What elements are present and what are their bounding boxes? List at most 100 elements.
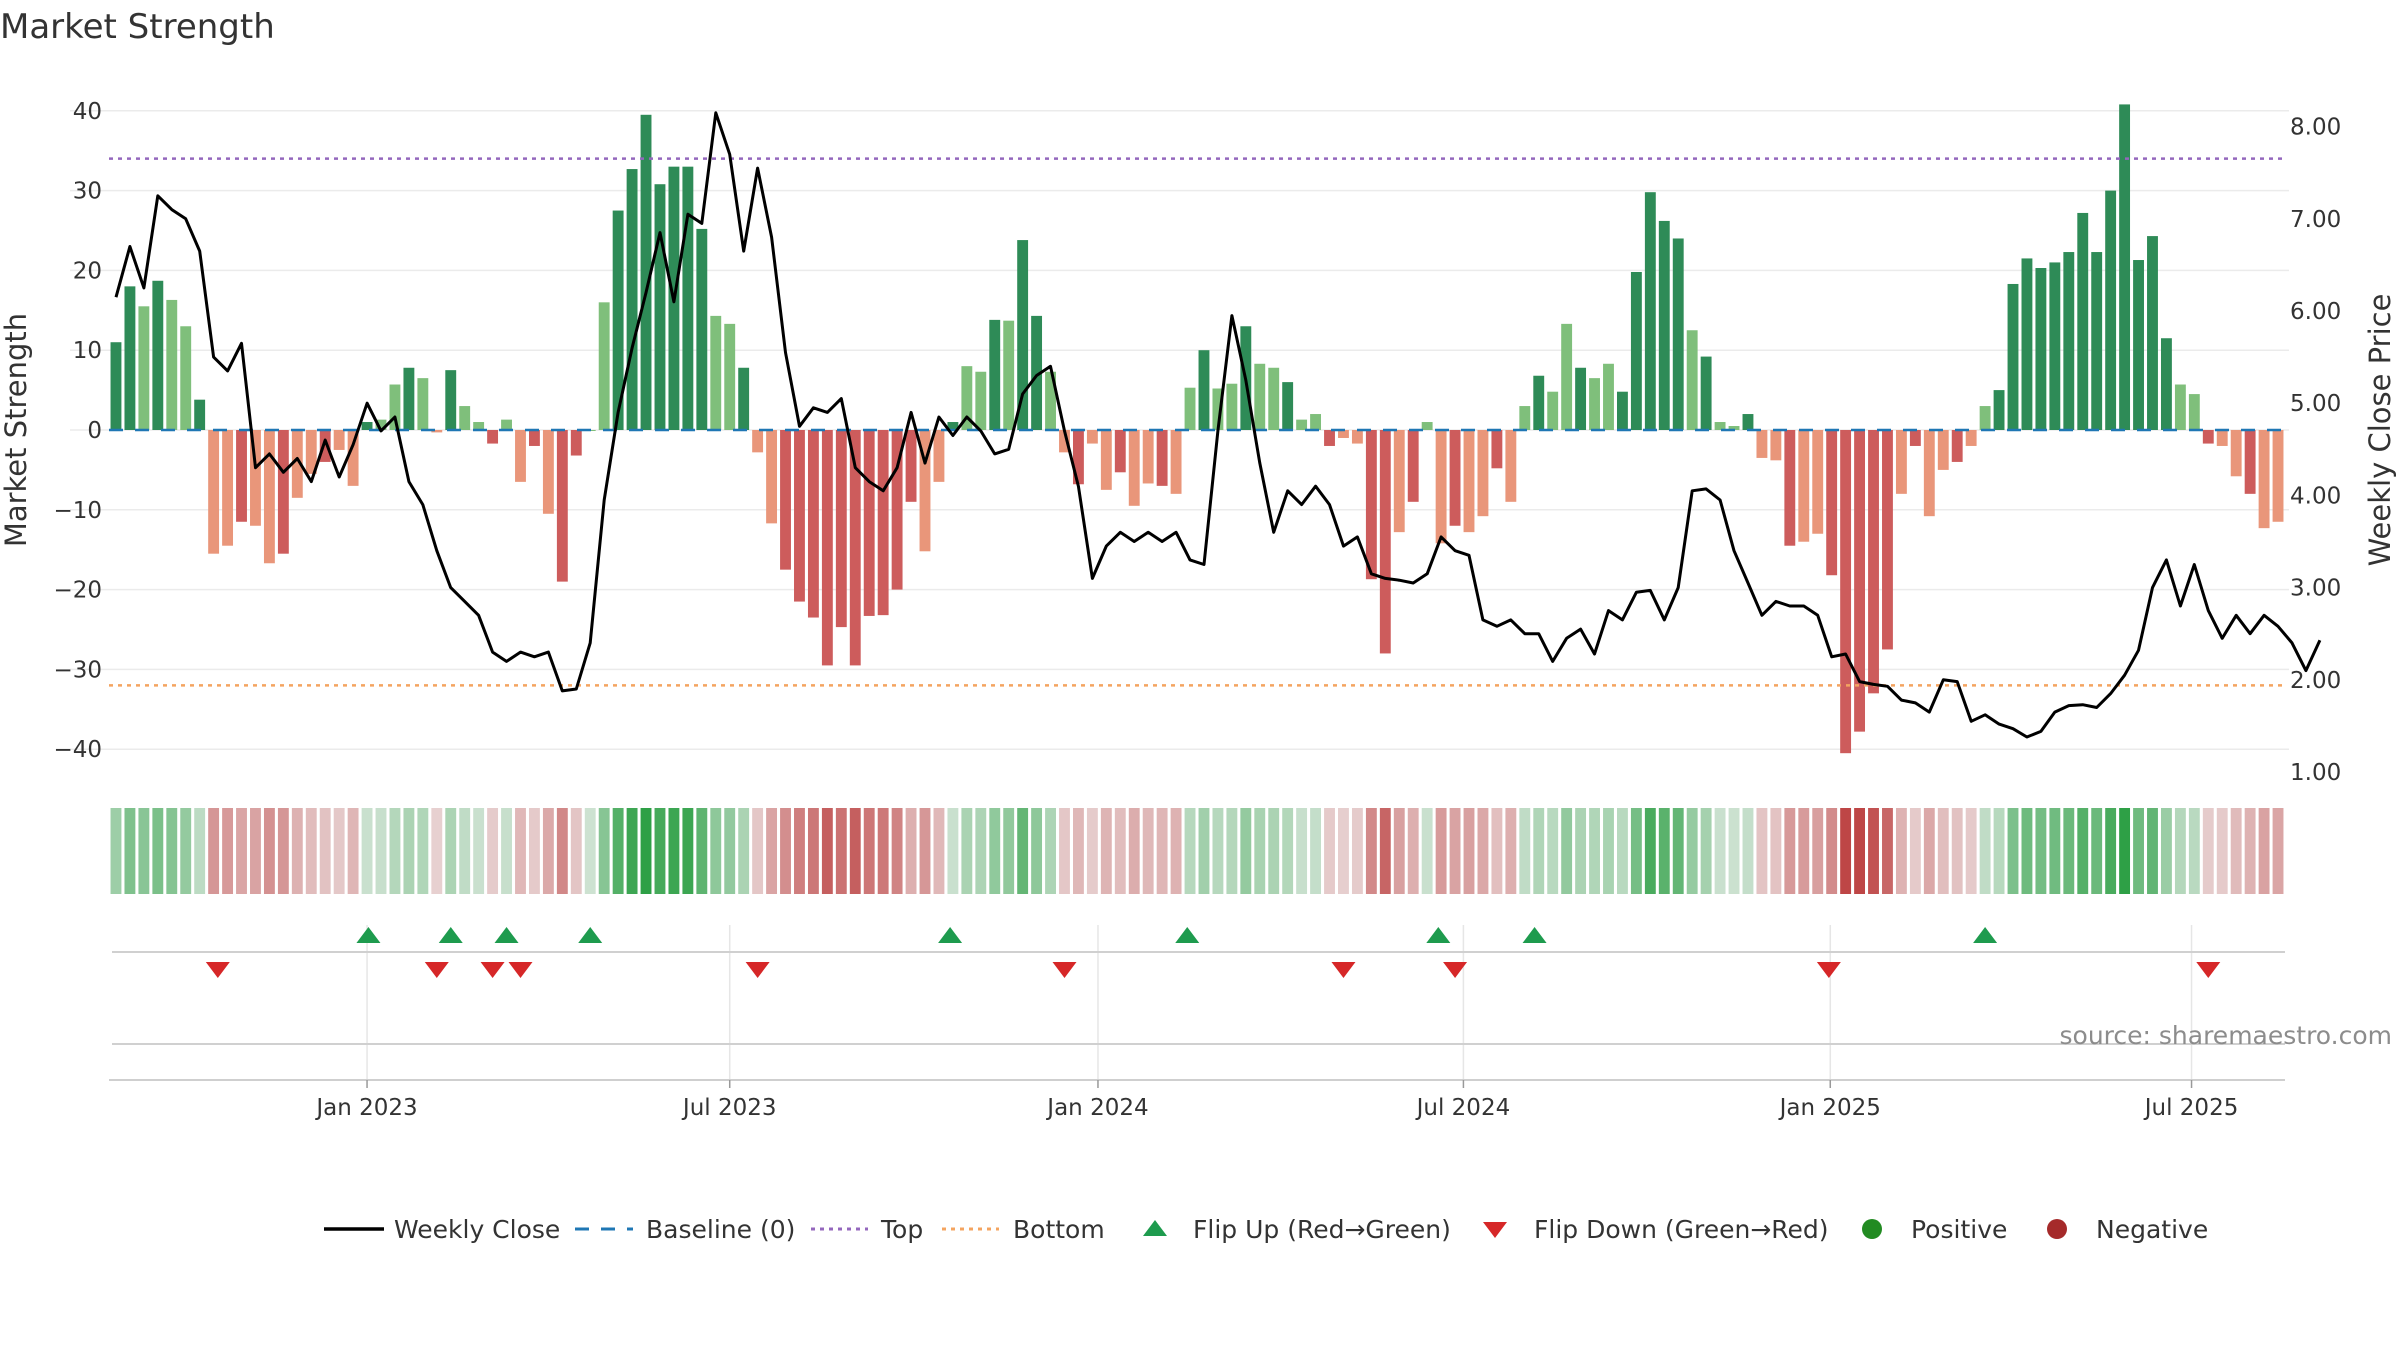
flip-up-marker (578, 927, 603, 943)
strength-bar (236, 430, 247, 522)
strength-bar (459, 406, 471, 430)
heat-cell (375, 808, 387, 894)
strength-bar (1812, 430, 1824, 534)
legend-baseline-label: Baseline (0) (646, 1215, 795, 1244)
x-tick-label: Jan 2023 (314, 1095, 417, 1121)
strength-bar (626, 169, 638, 430)
strength-bar (152, 280, 164, 430)
empty-panel (109, 1043, 2285, 1081)
heat-cell (2007, 808, 2019, 894)
strength-bar (919, 430, 931, 552)
heat-cell (654, 808, 666, 894)
strength-bar (138, 306, 150, 430)
strength-bar (2077, 212, 2089, 430)
strength-bar (1393, 430, 1405, 533)
flip-down-marker (745, 962, 770, 978)
heat-cell (319, 808, 331, 894)
strength-bar (807, 430, 819, 618)
strength-bar (891, 430, 903, 590)
heat-cell (1854, 808, 1866, 894)
y2-tick-label: 4.00 (2290, 483, 2341, 509)
strength-bar (515, 430, 526, 482)
y2-tick-label: 2.00 (2290, 668, 2341, 694)
heat-cell (1784, 808, 1796, 894)
heat-cell (1365, 808, 1377, 894)
heat-cell (2021, 808, 2033, 894)
y2-tick-label: 8.00 (2290, 115, 2341, 141)
strength-bar (738, 367, 750, 430)
strength-bar (2160, 338, 2172, 430)
heat-cell (1644, 808, 1656, 894)
y-tick-label: −40 (53, 737, 102, 763)
heat-cell (682, 808, 694, 894)
strength-bar (1198, 350, 1210, 430)
strength-bar (124, 286, 136, 430)
strength-bar (542, 430, 554, 514)
strength-bar (194, 399, 206, 430)
strength-bar (2202, 430, 2214, 444)
heat-cell (2119, 808, 2131, 894)
heat-cell (1128, 808, 1140, 894)
legend-negative-label: Negative (2096, 1215, 2208, 1244)
heat-cell (166, 808, 178, 894)
heat-cell (919, 808, 931, 894)
flip-down-marker (480, 962, 505, 978)
heat-cell (2230, 808, 2242, 894)
flip-down-marker (2196, 962, 2221, 978)
strength-bar (1882, 430, 1893, 650)
strength-bar (933, 430, 945, 482)
heat-cell (975, 808, 987, 894)
strength-bar (989, 319, 1001, 430)
strength-bar (2021, 258, 2033, 430)
heat-cell (501, 808, 512, 894)
strength-bar (1686, 330, 1698, 430)
heat-cell (1951, 808, 1963, 894)
strength-bar (1072, 430, 1084, 485)
strength-bars (110, 104, 2284, 754)
strength-bar (305, 430, 317, 474)
y-tick-label: −10 (53, 498, 102, 524)
flip-up-marker (1426, 927, 1451, 943)
strength-bar (1784, 430, 1796, 546)
heat-cell (1477, 808, 1489, 894)
heat-cell (1965, 808, 1977, 894)
strength-bar (1840, 430, 1852, 754)
heat-cell (1993, 808, 2005, 894)
strength-bar (2230, 430, 2242, 477)
legend-flip-down-label: Flip Down (Green→Red) (1534, 1215, 1829, 1244)
legend-positive-swatch (1862, 1219, 1882, 1239)
legend-flip-up-label: Flip Up (Red→Green) (1193, 1215, 1451, 1244)
heat-cell (807, 808, 819, 894)
heat-cell (180, 808, 192, 894)
flip-up-marker (1175, 927, 1200, 943)
heat-cell (2258, 808, 2270, 894)
heat-cell (2105, 808, 2117, 894)
heat-cell (305, 808, 317, 894)
strength-bar (1672, 238, 1684, 430)
strength-bar (2049, 262, 2061, 430)
strength-bar (1561, 323, 1573, 430)
y-tick-label: 40 (73, 99, 102, 125)
strength-bar (877, 430, 889, 616)
gridlines (70, 110, 2289, 1080)
strength-bar (1031, 315, 1043, 430)
heat-cell (961, 808, 973, 894)
source-credit: source: sharemaestro.com (2060, 1021, 2393, 1050)
heat-cell (515, 808, 526, 894)
strength-bar (1714, 422, 1726, 430)
heat-cell (1003, 808, 1015, 894)
flip-down-marker (424, 962, 449, 978)
heat-cell (1212, 808, 1224, 894)
heat-cell (1658, 808, 1670, 894)
strength-bar (2188, 394, 2200, 430)
strength-bar (1212, 388, 1224, 430)
strength-bar (1421, 422, 1433, 430)
strength-bar (556, 430, 568, 582)
heat-cell (1756, 808, 1768, 894)
heat-cell (640, 808, 652, 894)
strength-bar (1700, 356, 1712, 430)
weekly-close-line (114, 111, 2322, 739)
heat-cell (584, 808, 596, 894)
y-tick-label: −20 (53, 578, 102, 604)
strength-bar (528, 430, 540, 446)
